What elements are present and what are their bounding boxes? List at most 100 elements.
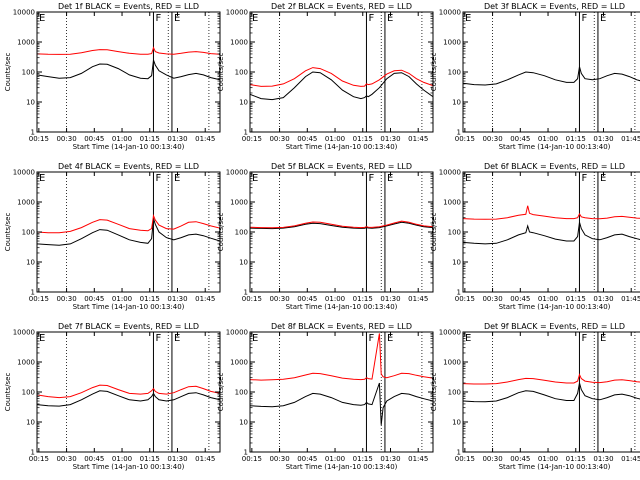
marker-label-e: E xyxy=(387,333,393,344)
x-tick-label: 00:30 xyxy=(482,455,502,463)
lld-series-line xyxy=(250,67,433,87)
events-series-line xyxy=(37,218,220,246)
y-tick-label: 10000 xyxy=(13,329,35,337)
events-series-line xyxy=(250,382,433,425)
x-tick-label: 00:15 xyxy=(242,135,262,143)
y-tick-label: 1000 xyxy=(230,199,248,207)
y-tick-label: 1 xyxy=(244,129,248,137)
events-series-line xyxy=(37,59,220,81)
x-tick-label: 01:30 xyxy=(167,455,187,463)
corner-label: E xyxy=(39,333,45,344)
x-tick-label: 00:45 xyxy=(297,135,317,143)
lld-series-line xyxy=(250,333,433,381)
x-tick-label: 01:45 xyxy=(195,455,215,463)
y-tick-label: 10000 xyxy=(226,169,248,177)
x-tick-label: 01:15 xyxy=(566,135,586,143)
plot-frame xyxy=(462,171,640,293)
y-tick-label: 100 xyxy=(22,229,35,237)
lld-series-line xyxy=(37,46,220,55)
x-tick-label: 00:30 xyxy=(269,455,289,463)
panel-7: Det 7f BLACK = Events, RED = LLD F E E 00:15… xyxy=(4,322,221,471)
x-tick-label: 00:30 xyxy=(482,295,502,303)
lld-series-line xyxy=(463,205,640,220)
y-tick-label: 1000 xyxy=(443,359,461,367)
y-tick-label: 10 xyxy=(239,259,248,267)
y-tick-label: 1000 xyxy=(230,359,248,367)
y-tick-label: 100 xyxy=(448,389,461,397)
panel-title: Det 9f BLACK = Events, RED = LLD xyxy=(484,322,625,331)
corner-label: E xyxy=(39,173,45,184)
corner-label: E xyxy=(465,13,471,24)
panel-title: Det 8f BLACK = Events, RED = LLD xyxy=(271,322,412,331)
events-series-line xyxy=(463,222,640,245)
y-axis-label: Counts/sec xyxy=(217,373,225,412)
x-tick-label: 01:30 xyxy=(380,455,400,463)
x-axis-label: Start Time (14-Jan-10 00:13:40) xyxy=(73,143,185,151)
y-tick-label: 10 xyxy=(452,419,461,427)
y-axis-label: Counts/sec xyxy=(217,213,225,252)
y-tick-label: 1000 xyxy=(17,359,35,367)
y-tick-label: 1 xyxy=(31,289,35,297)
y-tick-label: 10 xyxy=(239,99,248,107)
y-tick-label: 1 xyxy=(31,449,35,457)
y-tick-label: 1000 xyxy=(230,39,248,47)
x-tick-label: 01:15 xyxy=(140,135,160,143)
x-tick-label: 01:45 xyxy=(408,455,428,463)
x-tick-label: 01:30 xyxy=(380,135,400,143)
y-tick-label: 100 xyxy=(448,69,461,77)
x-axis-label: Start Time (14-Jan-10 00:13:40) xyxy=(499,463,611,471)
y-tick-label: 10 xyxy=(26,419,35,427)
panel-5: Det 5f BLACK = Events, RED = LLD F E E 00:15… xyxy=(217,162,434,311)
marker-label-e: E xyxy=(387,13,393,24)
y-tick-label: 100 xyxy=(448,229,461,237)
x-tick-label: 00:45 xyxy=(297,295,317,303)
corner-label: E xyxy=(39,13,45,24)
marker-label-f: F xyxy=(581,173,587,184)
y-tick-label: 1 xyxy=(457,289,461,297)
panel-title: Det 7f BLACK = Events, RED = LLD xyxy=(58,322,199,331)
panel-title: Det 1f BLACK = Events, RED = LLD xyxy=(58,2,199,11)
y-tick-label: 10 xyxy=(452,259,461,267)
panel-title: Det 5f BLACK = Events, RED = LLD xyxy=(271,162,412,171)
x-tick-label: 00:30 xyxy=(269,135,289,143)
x-tick-label: 00:15 xyxy=(455,135,475,143)
y-tick-label: 10000 xyxy=(226,329,248,337)
lld-series-line xyxy=(463,373,640,385)
x-tick-label: 01:30 xyxy=(380,295,400,303)
x-tick-label: 00:30 xyxy=(482,135,502,143)
y-tick-label: 1 xyxy=(244,449,248,457)
plot-frame xyxy=(462,11,640,133)
panel-1: Det 1f BLACK = Events, RED = LLD F E E 00:15… xyxy=(4,2,221,151)
marker-label-f: F xyxy=(581,333,587,344)
x-axis-label: Start Time (14-Jan-10 00:13:40) xyxy=(286,143,398,151)
panel-9: Det 9f BLACK = Events, RED = LLD F E E 00:15… xyxy=(430,322,640,471)
x-tick-label: 00:15 xyxy=(29,295,49,303)
x-tick-label: 00:30 xyxy=(56,455,76,463)
y-tick-label: 1000 xyxy=(17,199,35,207)
x-axis-label: Start Time (14-Jan-10 00:13:40) xyxy=(73,463,185,471)
x-tick-label: 01:15 xyxy=(353,135,373,143)
marker-label-f: F xyxy=(368,13,374,24)
x-tick-label: 01:15 xyxy=(353,295,373,303)
panel-8: Det 8f BLACK = Events, RED = LLD F E E 00:15… xyxy=(217,322,434,471)
events-series-line xyxy=(250,71,433,101)
x-axis-label: Start Time (14-Jan-10 00:13:40) xyxy=(499,303,611,311)
x-tick-label: 00:45 xyxy=(297,455,317,463)
x-tick-label: 00:15 xyxy=(455,455,475,463)
lld-series-line xyxy=(37,384,220,399)
x-tick-label: 00:45 xyxy=(84,295,104,303)
x-tick-label: 01:00 xyxy=(112,455,132,463)
x-tick-label: 01:45 xyxy=(621,295,640,303)
y-tick-label: 1 xyxy=(457,449,461,457)
y-axis-label: Counts/sec xyxy=(430,53,438,92)
x-tick-label: 01:00 xyxy=(538,295,558,303)
marker-label-e: E xyxy=(600,173,606,184)
corner-label: E xyxy=(465,333,471,344)
plot-frame xyxy=(462,331,640,453)
x-tick-label: 01:30 xyxy=(593,455,613,463)
y-tick-label: 10000 xyxy=(439,169,461,177)
y-tick-label: 100 xyxy=(235,69,248,77)
x-tick-label: 01:00 xyxy=(325,295,345,303)
x-tick-label: 00:15 xyxy=(242,295,262,303)
